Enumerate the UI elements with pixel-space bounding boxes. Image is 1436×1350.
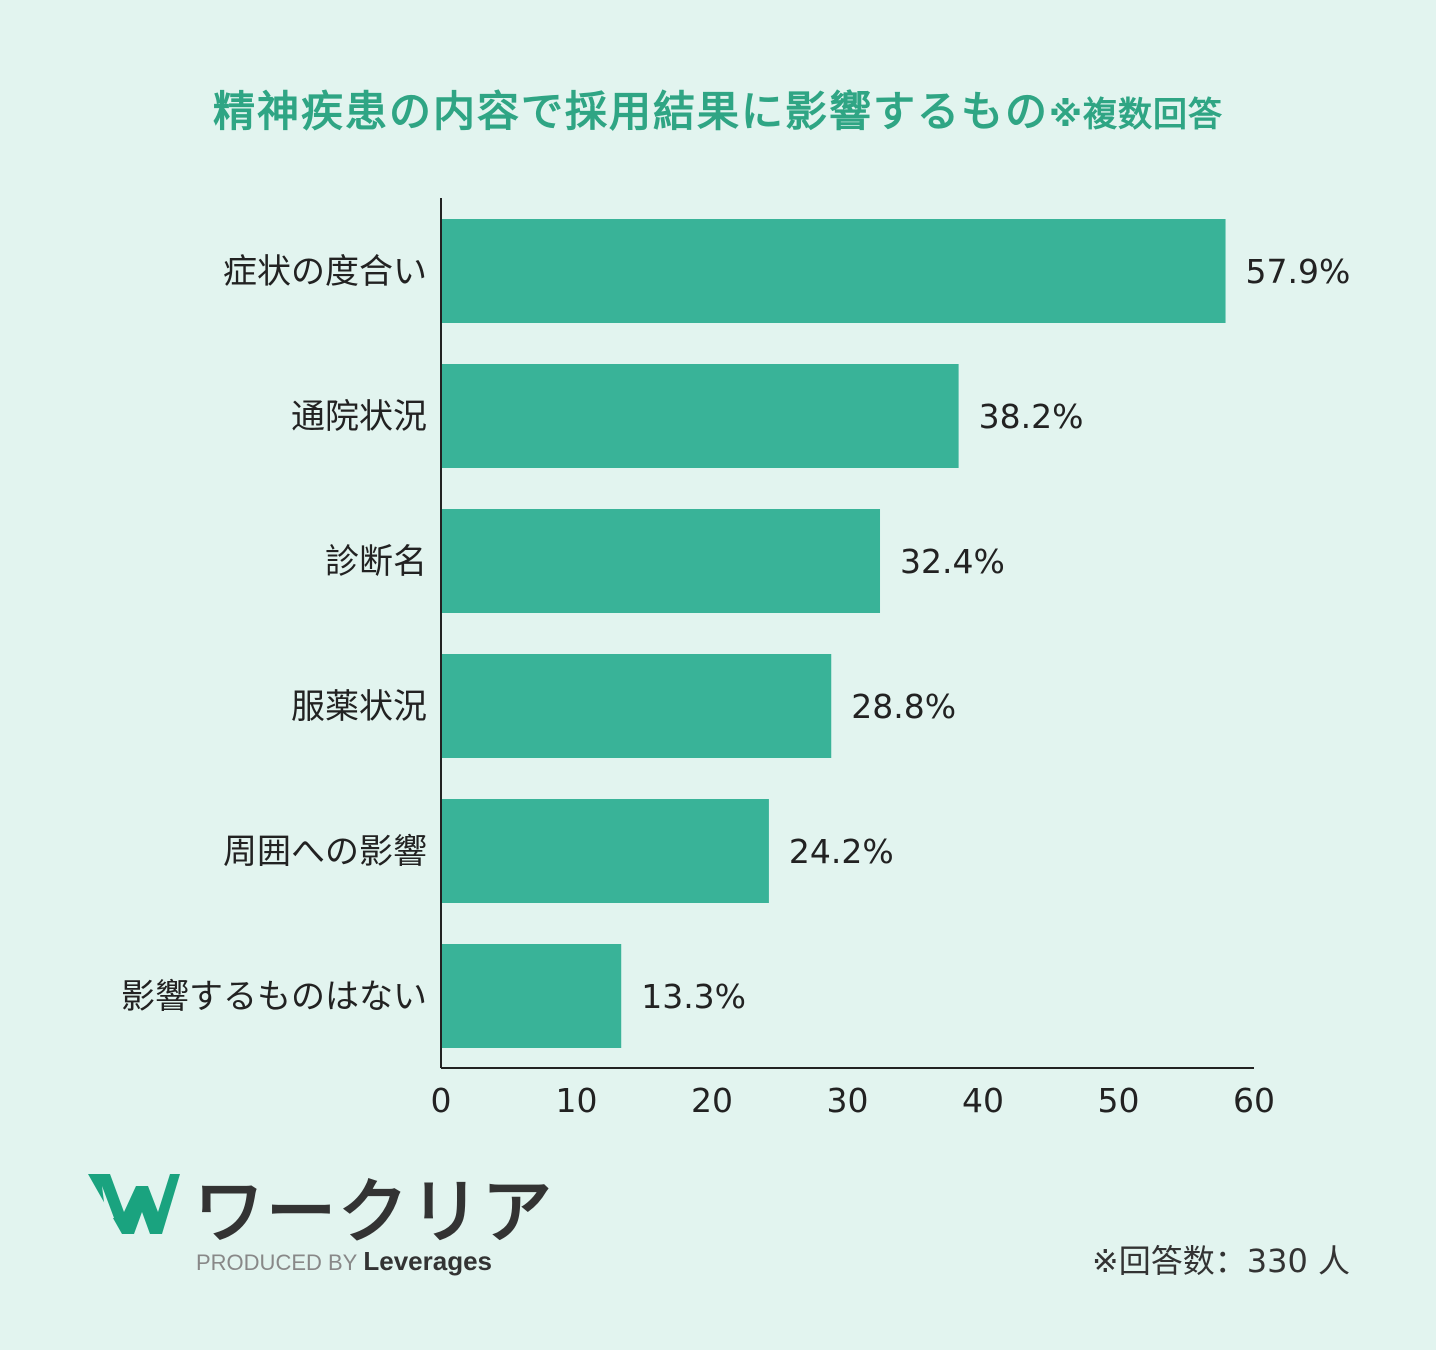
respondent-count: ※回答数：330 人 xyxy=(1091,1242,1350,1280)
bar-chart: 症状の度合い 57.9% 通院状況 38.2% 診断名 32.4% 服薬状況 28.8% 周囲へ… xyxy=(121,198,1351,1120)
value-label: 32.4% xyxy=(900,542,1005,581)
bar xyxy=(441,364,959,468)
x-tick-label: 0 xyxy=(431,1081,452,1120)
bar xyxy=(441,509,881,613)
category-label: 影響するものはない xyxy=(121,977,427,1017)
chart-title-note: ※複数回答 xyxy=(1048,95,1224,135)
bar xyxy=(441,219,1226,323)
bar xyxy=(441,944,622,1048)
value-label: 57.9% xyxy=(1246,252,1351,291)
category-label: 通院状況 xyxy=(291,397,427,437)
category-label: 診断名 xyxy=(325,542,427,582)
produced-by-text: PRODUCED BY xyxy=(196,1250,358,1275)
brand-name: Leverages xyxy=(363,1246,493,1276)
value-label: 28.8% xyxy=(851,687,956,726)
bar xyxy=(441,799,769,903)
x-tick-label: 30 xyxy=(827,1081,869,1120)
logo-wordmark: ワークリア xyxy=(194,1171,554,1253)
x-tick-label: 20 xyxy=(691,1081,733,1120)
chart-title-main: 精神疾患の内容で採用結果に影響するもの xyxy=(212,87,1049,136)
bar xyxy=(441,654,832,758)
worklear-logo: ワークリア PRODUCED BY Leverages xyxy=(84,1160,552,1290)
category-label: 服薬状況 xyxy=(291,687,427,727)
value-label: 13.3% xyxy=(641,977,746,1016)
x-tick-label: 60 xyxy=(1233,1081,1275,1120)
chart-title: 精神疾患の内容で採用結果に影響するもの※複数回答 xyxy=(0,78,1436,139)
x-tick-label: 50 xyxy=(1098,1081,1140,1120)
category-label: 症状の度合い xyxy=(223,252,427,292)
value-label: 38.2% xyxy=(979,397,1084,436)
x-tick-label: 40 xyxy=(962,1081,1004,1120)
category-label: 周囲への影響 xyxy=(223,832,427,872)
value-label: 24.2% xyxy=(789,832,894,871)
logo-mark-icon xyxy=(88,1174,180,1234)
produced-by-line: PRODUCED BY Leverages xyxy=(196,1246,492,1277)
x-tick-label: 10 xyxy=(556,1081,598,1120)
